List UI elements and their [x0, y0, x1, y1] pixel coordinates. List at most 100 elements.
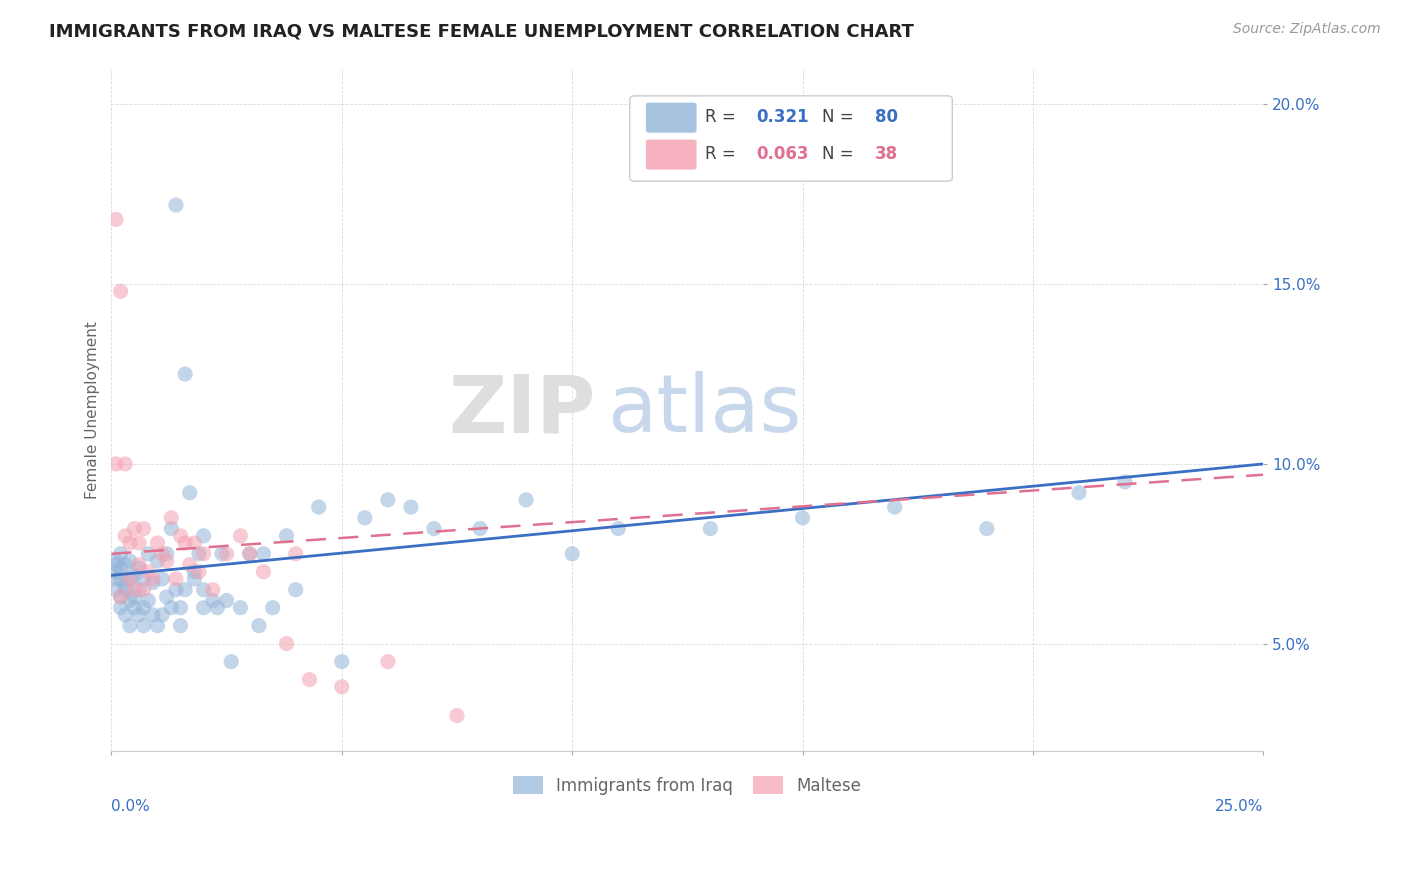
Point [193, 529, 215, 543]
Point [105, 457, 128, 471]
Point [132, 600, 155, 615]
Text: R =: R = [704, 108, 741, 126]
Point [179, 485, 201, 500]
Point [229, 600, 252, 615]
Point [377, 492, 399, 507]
Point [169, 529, 191, 543]
Point [165, 198, 187, 212]
Point [183, 572, 205, 586]
Point [252, 547, 274, 561]
Point [124, 522, 146, 536]
Point [110, 590, 132, 604]
Point [1114, 475, 1136, 489]
Point [183, 565, 205, 579]
Point [110, 590, 132, 604]
Point [193, 547, 215, 561]
Point [247, 618, 270, 632]
Point [128, 536, 150, 550]
Point [124, 568, 146, 582]
Point [976, 522, 998, 536]
Point [165, 582, 187, 597]
Point [124, 600, 146, 615]
Point [118, 618, 141, 632]
Point [183, 536, 205, 550]
Point [114, 529, 136, 543]
Point [105, 558, 128, 572]
Point [136, 547, 159, 561]
Point [128, 558, 150, 572]
Point [377, 655, 399, 669]
Point [174, 367, 197, 381]
Point [276, 529, 298, 543]
Point [128, 607, 150, 622]
Legend: Immigrants from Iraq, Maltese: Immigrants from Iraq, Maltese [506, 769, 869, 801]
Point [207, 600, 229, 615]
Point [423, 522, 446, 536]
Point [105, 582, 128, 597]
Point [792, 511, 814, 525]
Text: ZIP: ZIP [449, 371, 595, 449]
Point [132, 582, 155, 597]
Point [105, 554, 128, 568]
Point [114, 582, 136, 597]
Point [118, 572, 141, 586]
FancyBboxPatch shape [645, 139, 696, 169]
Point [124, 582, 146, 597]
Point [239, 547, 262, 561]
Point [561, 547, 583, 561]
Point [110, 600, 132, 615]
Text: 0.0%: 0.0% [111, 799, 150, 814]
Point [110, 285, 132, 299]
Point [142, 607, 165, 622]
Point [699, 522, 721, 536]
Point [110, 572, 132, 586]
Point [262, 600, 284, 615]
Point [142, 572, 165, 586]
Point [156, 554, 179, 568]
Text: 0.321: 0.321 [756, 108, 808, 126]
Text: N =: N = [823, 108, 859, 126]
Point [276, 637, 298, 651]
Text: 0.063: 0.063 [756, 145, 808, 163]
Point [330, 680, 353, 694]
Point [150, 607, 173, 622]
Text: R =: R = [704, 145, 741, 163]
Point [1067, 485, 1090, 500]
Point [284, 582, 307, 597]
Point [308, 500, 330, 514]
Point [146, 618, 169, 632]
Y-axis label: Female Unemployment: Female Unemployment [86, 321, 100, 499]
Point [188, 547, 211, 561]
Point [114, 607, 136, 622]
FancyBboxPatch shape [630, 95, 952, 181]
Point [136, 565, 159, 579]
Point [229, 529, 252, 543]
Point [160, 511, 183, 525]
Point [156, 547, 179, 561]
Point [468, 522, 491, 536]
Text: 80: 80 [875, 108, 898, 126]
Point [284, 547, 307, 561]
Point [169, 618, 191, 632]
Point [150, 547, 173, 561]
Point [118, 554, 141, 568]
Point [105, 565, 128, 579]
Point [201, 582, 224, 597]
Point [211, 547, 233, 561]
Point [146, 554, 169, 568]
Point [219, 655, 242, 669]
Point [188, 565, 211, 579]
Point [252, 565, 274, 579]
Point [156, 590, 179, 604]
Point [215, 547, 238, 561]
Point [110, 561, 132, 575]
Point [169, 600, 191, 615]
Point [165, 572, 187, 586]
Point [146, 536, 169, 550]
Point [105, 212, 128, 227]
Point [118, 593, 141, 607]
Point [114, 457, 136, 471]
Point [201, 593, 224, 607]
Point [118, 536, 141, 550]
Text: N =: N = [823, 145, 859, 163]
